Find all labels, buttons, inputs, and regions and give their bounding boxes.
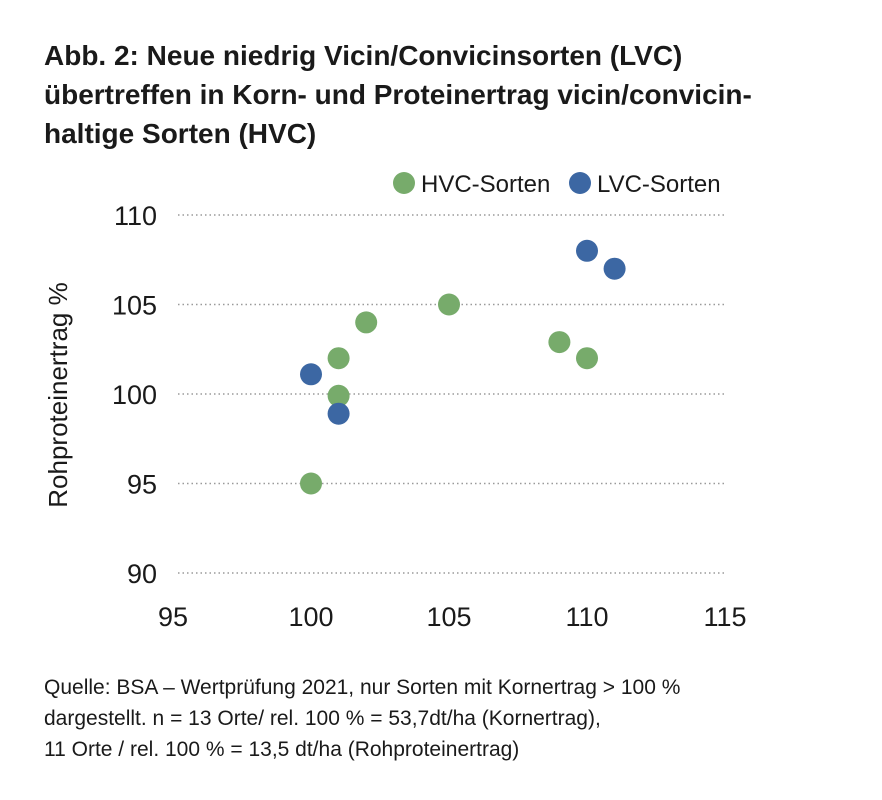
chart-legend: HVC-Sorten LVC-Sorten: [393, 171, 721, 198]
data-point: [327, 384, 350, 407]
chart-title: Abb. 2: Neue niedrig Vicin/Convicinsorte…: [44, 36, 864, 153]
data-point: [576, 347, 598, 370]
data-point: [355, 311, 378, 334]
legend-item: LVC-Sorten: [569, 171, 721, 198]
y-tick-label: 100: [112, 380, 157, 410]
chart-points: [300, 239, 626, 495]
x-tick-label: 95: [158, 602, 188, 632]
legend-marker: [569, 172, 591, 194]
y-axis-label: Rohproteinertrag %: [43, 282, 73, 507]
x-tick-label: 105: [426, 602, 471, 632]
chart-title-line: übertreffen in Korn- und Proteinertrag v…: [44, 79, 752, 110]
data-point: [548, 331, 571, 354]
data-point: [603, 257, 626, 280]
source-note: Quelle: BSA – Wertprüfung 2021, nur Sort…: [44, 672, 864, 765]
chart-title-line: Abb. 2: Neue niedrig Vicin/Convicinsorte…: [44, 40, 683, 71]
data-point: [438, 293, 460, 316]
x-tick-label: 110: [565, 602, 608, 632]
legend-label: LVC-Sorten: [597, 171, 721, 198]
data-point: [576, 239, 598, 262]
source-line: Quelle: BSA – Wertprüfung 2021, nur Sort…: [44, 676, 681, 699]
source-line: 11 Orte / rel. 100 % = 13,5 dt/ha (Rohpr…: [44, 738, 520, 761]
data-point: [327, 402, 350, 425]
y-tick-label: 90: [127, 559, 157, 589]
chart-title-line: haltige Sorten (HVC): [44, 118, 317, 149]
data-point: [300, 472, 322, 495]
data-point: [300, 363, 322, 386]
legend-item: HVC-Sorten: [393, 171, 550, 198]
x-axis-ticks: 95 100 105 110 115: [158, 602, 747, 632]
legend-label: HVC-Sorten: [421, 171, 550, 198]
source-line: dargestellt. n = 13 Orte/ rel. 100 % = 5…: [44, 707, 601, 730]
y-tick-label: 95: [127, 470, 157, 500]
y-tick-label: 105: [112, 291, 157, 321]
x-tick-label: 115: [703, 602, 746, 632]
y-tick-label: 110: [114, 201, 157, 231]
chart-grid: [178, 214, 725, 574]
data-point: [327, 347, 350, 370]
x-tick-label: 100: [288, 602, 333, 632]
y-axis-ticks: 90 95 100 105 110: [112, 201, 157, 589]
legend-marker: [393, 172, 415, 194]
